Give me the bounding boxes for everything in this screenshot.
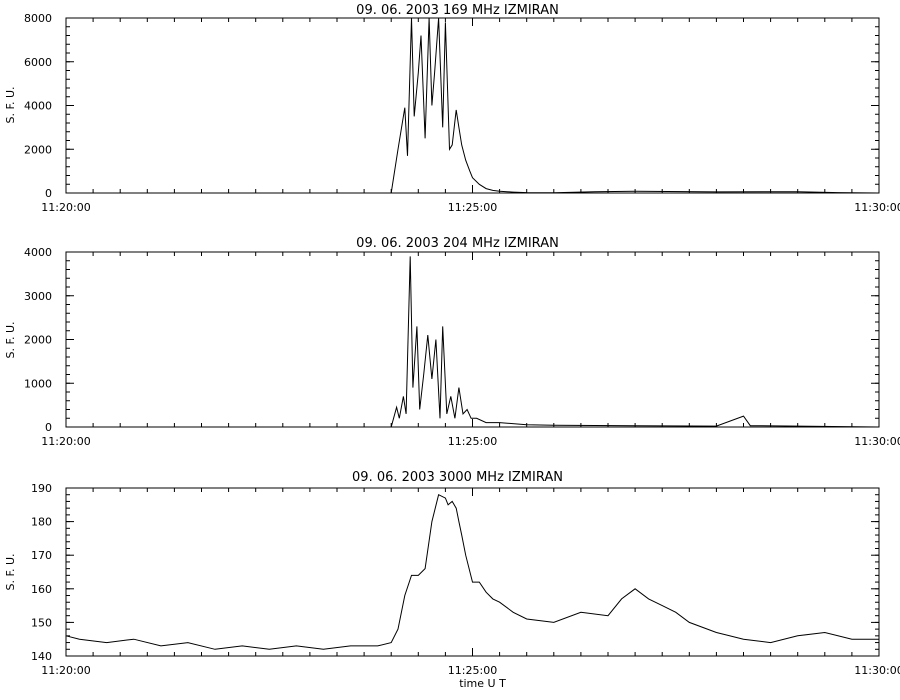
y-tick-label: 170 [31, 549, 52, 562]
y-tick-label: 6000 [24, 56, 52, 69]
chart-panel-1: 09. 06. 2003 169 MHz IZMIRAN S. F. U. 0 200… [4, 3, 900, 214]
y-tick-label: 1000 [24, 377, 52, 390]
y-tick-label: 2000 [24, 334, 52, 347]
x-tick-label: 11:20:00 [41, 201, 90, 214]
chart-title: 09. 06. 2003 204 MHz IZMIRAN [356, 236, 559, 251]
y-tick-label: 150 [31, 616, 52, 629]
y-tick-label: 0 [45, 187, 52, 200]
y-tick-label: 0 [45, 421, 52, 434]
y-axis-label: S. F. U. [4, 86, 17, 123]
x-axis-label: time U T [459, 677, 506, 690]
series-line-1 [66, 256, 880, 428]
y-tick-label: 4000 [24, 246, 52, 259]
x-tick-label: 11:20:00 [41, 664, 90, 677]
x-tick-label: 11:30:00 [854, 435, 900, 448]
y-tick-label: 180 [31, 516, 52, 529]
chart-title: 09. 06. 2003 3000 MHz IZMIRAN [352, 470, 563, 485]
x-tick-label: 11:30:00 [854, 664, 900, 677]
y-axis-label: S. F. U. [4, 553, 17, 590]
y-tick-label: 160 [31, 583, 52, 596]
series-line-1 [66, 17, 880, 194]
y-tick-label: 4000 [24, 100, 52, 113]
chart-panel-3: 09. 06. 2003 3000 MHz IZMIRAN S. F. U. 140… [4, 470, 900, 690]
plot-frame [65, 17, 880, 194]
x-tick-label: 11:25:00 [448, 664, 497, 677]
plot-frame [65, 251, 880, 428]
y-tick-label: 8000 [24, 12, 52, 25]
y-tick-label: 3000 [24, 290, 52, 303]
y-tick-label: 140 [31, 650, 52, 663]
series-line-1 [65, 493, 879, 650]
plot-frame [65, 487, 880, 657]
chart-title: 09. 06. 2003 169 MHz IZMIRAN [356, 3, 559, 18]
chart-panel-2: 09. 06. 2003 204 MHz IZMIRAN S. F. U. 0 100… [4, 236, 900, 448]
y-tick-label: 2000 [24, 143, 52, 156]
y-axis-label: S. F. U. [4, 321, 17, 358]
x-tick-label: 11:30:00 [854, 201, 900, 214]
x-tick-label: 11:25:00 [448, 435, 497, 448]
x-tick-label: 11:20:00 [41, 435, 90, 448]
y-tick-label: 190 [31, 482, 52, 495]
x-tick-label: 11:25:00 [448, 201, 497, 214]
